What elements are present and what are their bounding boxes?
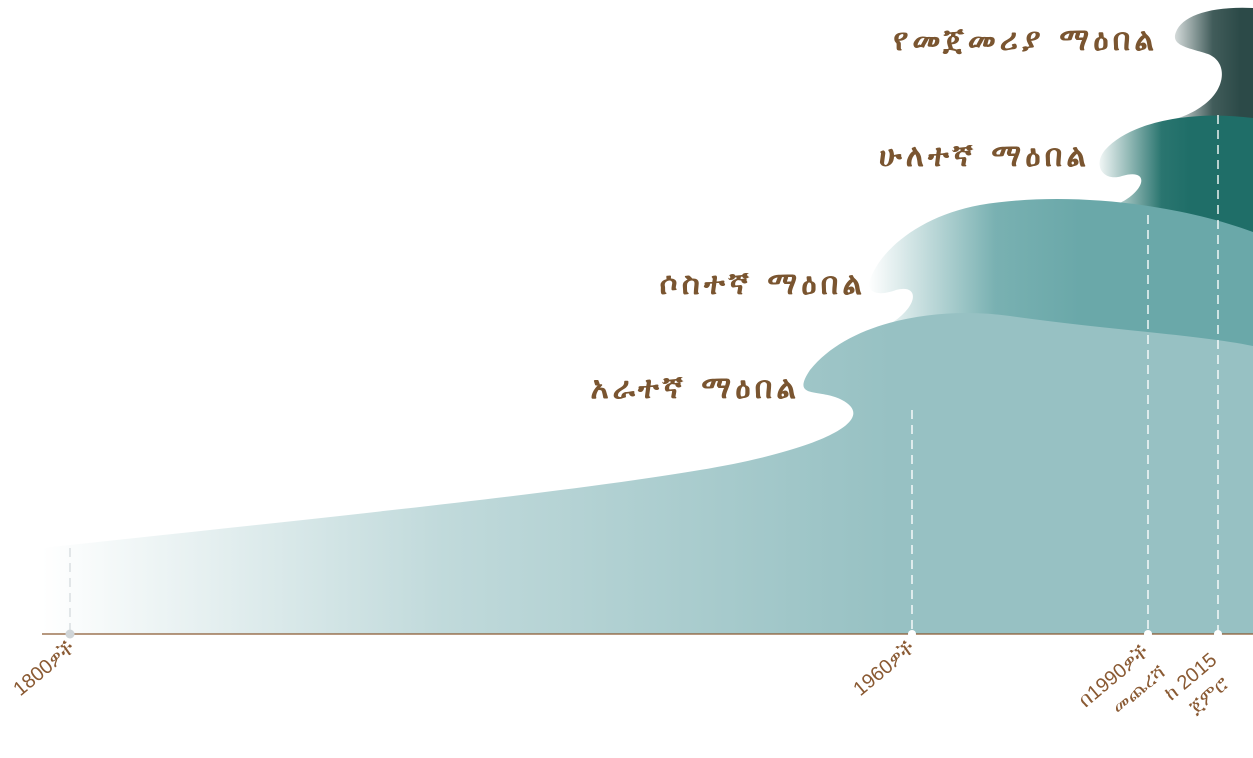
tick-label-1960s: 1960ዎች: [849, 637, 919, 701]
wave-label-first: የመጀመሪያ ማዕበል: [893, 22, 1158, 58]
tick-label-1800s: 1800ዎች: [9, 637, 79, 701]
wave-label-third: ሶስተኛ ማዕበል: [660, 266, 866, 302]
wave-third-shape: [862, 199, 1253, 350]
wave-fourth-shape: [42, 312, 1253, 634]
wave-label-fourth: አራተኛ ማዕበል: [590, 370, 800, 406]
tick-dot-2015: [1214, 630, 1222, 638]
tick-dot-late-1990s: [1144, 630, 1152, 638]
wave-first-shape: [1170, 7, 1253, 121]
wave-label-second: ሁለተኛ ማዕበል: [879, 138, 1090, 174]
tick-dot-1960s: [908, 630, 916, 638]
tick-dot-1800s: [65, 629, 75, 639]
